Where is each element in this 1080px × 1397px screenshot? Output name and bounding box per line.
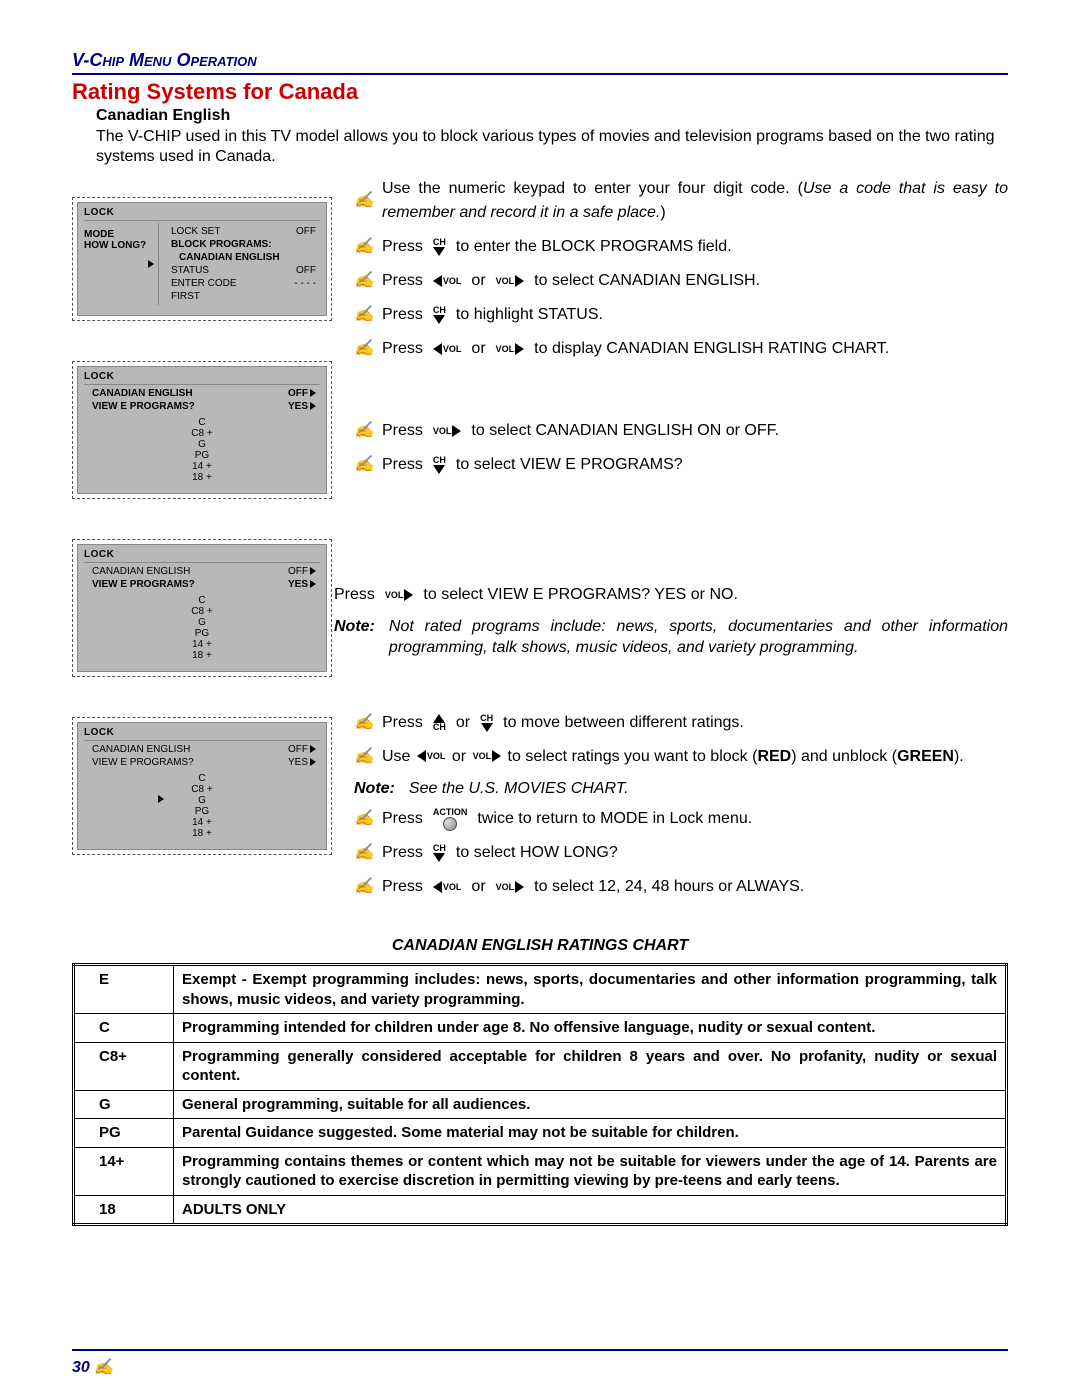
- subtitle: Canadian English: [96, 107, 1008, 125]
- step-8: Press VOL to select VIEW E PROGRAMS? YES…: [334, 583, 1008, 607]
- step-3: ✍ Press VOL or VOL to select CANADIAN EN…: [354, 269, 1008, 293]
- step-11: ✍ Press ACTION twice to return to MODE i…: [354, 807, 1008, 831]
- ratings-table: EExempt - Exempt programming includes: n…: [72, 963, 1008, 1226]
- osd-lock-label: LOCK: [84, 207, 320, 221]
- step-10: ✍ Use VOL or VOL to select ratings you w…: [354, 745, 1008, 769]
- step-2: ✍ Press CH to enter the BLOCK PROGRAMS f…: [354, 235, 1008, 259]
- page-title: Rating Systems for Canada: [72, 79, 1008, 105]
- osd-mode: MODE: [84, 229, 148, 240]
- step-12: ✍ Press CH to select HOW LONG?: [354, 841, 1008, 865]
- step-5: ✍ Press VOL or VOL to display CANADIAN E…: [354, 337, 1008, 361]
- step-7: ✍ Press CH to select VIEW E PROGRAMS?: [354, 453, 1008, 477]
- osd-panel-2: LOCK CANADIAN ENGLISHOFF VIEW E PROGRAMS…: [72, 361, 332, 499]
- step-4: ✍ Press CH to highlight STATUS.: [354, 303, 1008, 327]
- step-13: ✍ Press VOL or VOL to select 12, 24, 48 …: [354, 875, 1008, 899]
- osd-howlong: HOW LONG?: [84, 240, 148, 251]
- note-1: Note: Not rated programs include: news, …: [334, 617, 1008, 659]
- intro-text: The V-CHIP used in this TV model allows …: [96, 127, 1008, 167]
- osd-panel-4: LOCK CANADIAN ENGLISHOFF VIEW E PROGRAMS…: [72, 717, 332, 855]
- step-6: ✍ Press VOL to select CANADIAN ENGLISH O…: [354, 419, 1008, 443]
- osd-panel-3: LOCK CANADIAN ENGLISHOFF VIEW E PROGRAMS…: [72, 539, 332, 677]
- page-number: 30✍: [72, 1357, 114, 1377]
- footer-rule: [72, 1349, 1008, 1351]
- chart-title: CANADIAN ENGLISH RATINGS CHART: [72, 937, 1008, 955]
- step-1: ✍ Use the numeric keypad to enter your f…: [354, 177, 1008, 225]
- note-2: Note: See the U.S. MOVIES CHART.: [354, 779, 1008, 800]
- step-9: ✍ Press CH or CH to move between differe…: [354, 711, 1008, 735]
- section-header: V-Chip Menu Operation: [72, 50, 1008, 75]
- osd-panel-1: LOCK MODE HOW LONG? LOCK SETOFF BLOCK PR…: [72, 197, 332, 321]
